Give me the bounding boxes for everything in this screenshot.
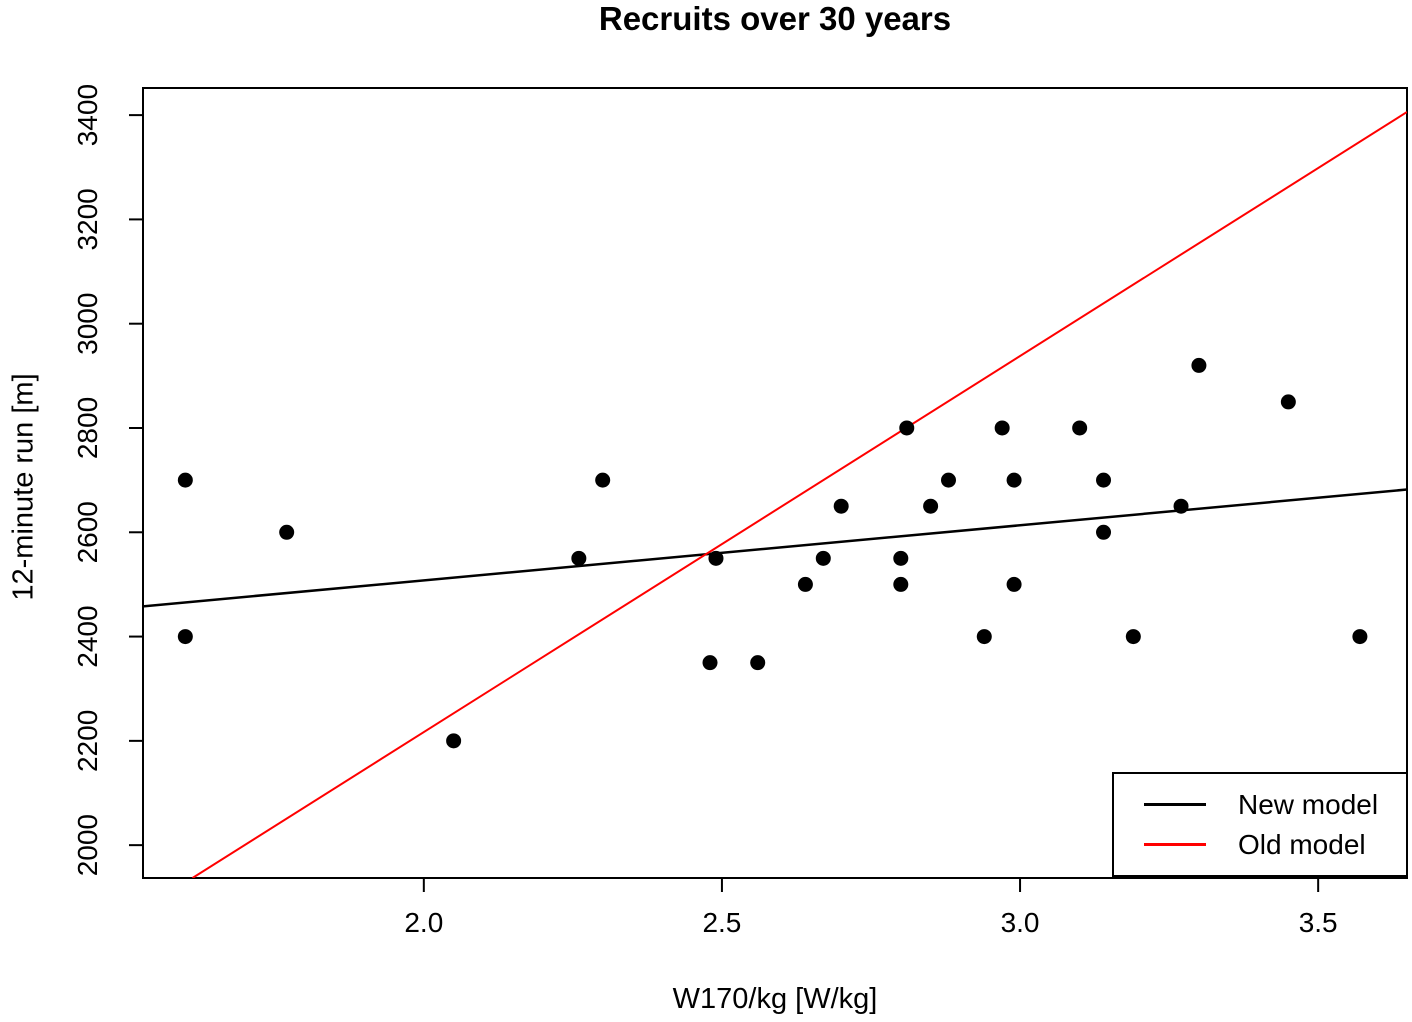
legend-entry-new-model: New model xyxy=(1144,789,1406,821)
data-point xyxy=(893,550,909,566)
data-point xyxy=(279,524,295,540)
plot-border xyxy=(142,87,1408,879)
data-point xyxy=(595,472,611,488)
y-tick-label: 2800 xyxy=(72,397,103,459)
data-point xyxy=(177,629,193,645)
data-point xyxy=(923,498,939,514)
y-tick-label: 3000 xyxy=(72,293,103,355)
data-point xyxy=(797,576,813,592)
legend-box: New model Old model xyxy=(1112,772,1408,877)
data-point xyxy=(571,550,587,566)
x-tick-label: 2.5 xyxy=(702,907,741,938)
data-point xyxy=(1173,498,1189,514)
data-point xyxy=(1006,576,1022,592)
data-point xyxy=(177,472,193,488)
chart-title: Recruits over 30 years xyxy=(598,0,952,37)
data-point xyxy=(750,655,766,671)
regression-line-new-model xyxy=(143,488,1407,608)
data-point xyxy=(1072,420,1088,436)
y-tick-label: 2400 xyxy=(72,605,103,667)
old-model-line-sample xyxy=(1144,843,1206,846)
data-point xyxy=(976,629,992,645)
x-tick-label: 2.0 xyxy=(404,907,443,938)
data-point xyxy=(994,420,1010,436)
legend-entry-old-model: Old model xyxy=(1144,829,1406,861)
data-point xyxy=(1125,629,1141,645)
data-point xyxy=(1096,472,1112,488)
data-point xyxy=(815,550,831,566)
x-tick-label: 3.0 xyxy=(1001,907,1040,938)
data-point xyxy=(1006,472,1022,488)
data-point xyxy=(708,550,724,566)
data-point xyxy=(1352,629,1368,645)
data-point xyxy=(893,576,909,592)
data-point xyxy=(1096,524,1112,540)
data-point xyxy=(833,498,849,514)
y-tick-label: 2600 xyxy=(72,501,103,563)
data-point xyxy=(446,733,462,749)
regression-line-old-model xyxy=(191,111,1407,878)
y-tick-label: 2000 xyxy=(72,814,103,876)
y-tick-label: 3400 xyxy=(72,84,103,146)
data-point xyxy=(1280,394,1296,410)
y-tick-label: 3200 xyxy=(72,188,103,250)
legend-label: Old model xyxy=(1238,828,1366,860)
data-point xyxy=(941,472,957,488)
data-point xyxy=(702,655,718,671)
y-tick-label: 2200 xyxy=(72,710,103,772)
new-model-line-sample xyxy=(1144,803,1206,806)
legend-label: New model xyxy=(1238,788,1379,820)
data-point xyxy=(1191,357,1207,373)
data-point xyxy=(899,420,915,436)
x-axis-title: W170/kg [W/kg] xyxy=(672,983,878,1015)
x-tick-label: 3.5 xyxy=(1299,907,1338,938)
